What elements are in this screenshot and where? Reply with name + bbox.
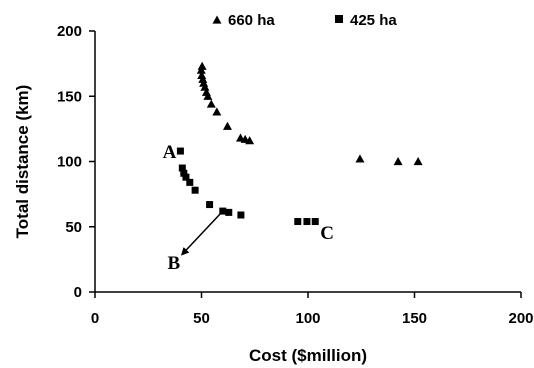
data-point-425-ha: [180, 169, 188, 177]
y-tick-label: 150: [57, 88, 82, 105]
y-tick-label: 100: [57, 154, 82, 171]
data-point-660-ha: [393, 157, 403, 166]
data-point-660-ha: [355, 154, 365, 163]
data-point-425-ha: [182, 173, 190, 181]
data-point-660-ha: [197, 61, 207, 70]
x-axis-ticks: 0 50 100 150 200: [91, 292, 534, 327]
data-point-660-ha: [206, 99, 216, 108]
data-point-425-ha: [303, 218, 311, 226]
legend-label-425-ha: 425 ha: [350, 12, 397, 29]
plot-frame: [94, 31, 521, 293]
data-point-425-ha: [206, 201, 214, 209]
data-point-425-ha: [294, 218, 302, 226]
annotation-label-a: A: [163, 142, 177, 163]
x-tick-label: 200: [508, 310, 533, 327]
x-tick-label: 150: [402, 310, 427, 327]
y-tick-label: 200: [57, 23, 82, 40]
legend: 660 ha 425 ha: [212, 12, 397, 29]
legend-label-660-ha: 660 ha: [228, 12, 275, 29]
data-point-425-ha: [186, 178, 194, 186]
y-tick-label: 50: [65, 219, 82, 236]
data-point-660-ha: [203, 91, 213, 100]
data-point-425-ha: [311, 218, 319, 226]
data-point-425-ha: [225, 208, 233, 216]
data-point-425-ha: [237, 211, 245, 219]
data-point-660-ha: [245, 136, 255, 145]
x-tick-label: 50: [193, 310, 210, 327]
data-point-660-ha: [200, 82, 210, 91]
legend-marker-660-ha: [212, 15, 222, 24]
y-tick-label: 0: [74, 284, 82, 301]
data-point-660-ha: [222, 121, 232, 130]
annotation-label-c: C: [320, 223, 334, 244]
y-axis-title: Total distance (km): [13, 85, 32, 239]
x-tick-label: 0: [91, 310, 99, 327]
legend-marker-425-ha: [335, 15, 343, 23]
y-axis-ticks: 0 50 100 150 200: [57, 23, 95, 301]
x-axis-title: Cost ($million): [249, 346, 367, 365]
data-point-660-ha: [196, 65, 206, 74]
data-point-660-ha: [413, 157, 423, 166]
annotation-arrow: [180, 210, 224, 256]
data-point-660-ha: [198, 74, 208, 83]
data-point-425-ha: [176, 147, 184, 155]
data-point-660-ha: [212, 107, 222, 116]
data-point-425-ha: [191, 186, 199, 194]
data-points: [176, 61, 423, 226]
annotation-label-b: B: [167, 253, 180, 274]
x-tick-label: 100: [295, 310, 320, 327]
data-point-425-ha: [178, 164, 186, 172]
